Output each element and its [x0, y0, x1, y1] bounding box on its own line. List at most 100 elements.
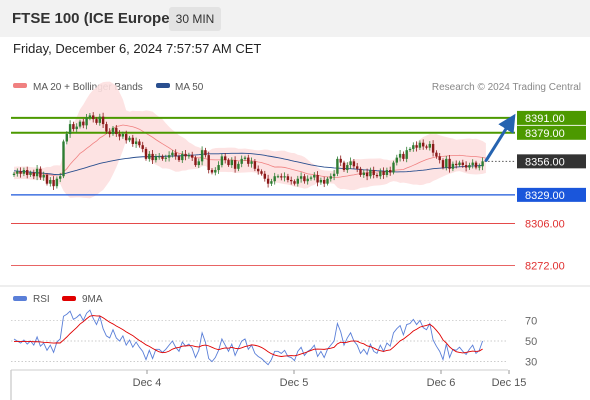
candle-body [224, 156, 227, 161]
candle-body [441, 160, 445, 168]
candle-body [352, 161, 356, 167]
candle-body [270, 181, 273, 184]
projection-arrow [484, 113, 516, 163]
rsi-line [13, 309, 484, 366]
candle-body [379, 171, 382, 177]
candle-body [468, 165, 471, 168]
candle-body [369, 170, 372, 177]
ma50-legend-swatch [156, 83, 170, 88]
candle-body [35, 168, 39, 177]
candle-body [247, 157, 250, 164]
candle-body [111, 127, 115, 135]
candle-body [299, 176, 303, 179]
candle-body [128, 137, 131, 141]
candle-body [88, 115, 92, 118]
candle-body [481, 161, 484, 167]
candle-body [131, 137, 134, 144]
candle-body [240, 158, 243, 164]
candle-body [402, 153, 405, 159]
candle-body [280, 176, 283, 178]
candle-body [359, 168, 362, 175]
candle-body [158, 156, 161, 158]
candle-body [65, 134, 68, 142]
candle-body [22, 170, 26, 174]
candle-body [16, 171, 19, 174]
chart-legend: MA 20 + Bollinger Bands MA 50 Research ©… [13, 82, 581, 93]
candle-body [45, 175, 49, 184]
candle-body [214, 170, 217, 173]
support-label-bg [517, 187, 586, 202]
candle-body [296, 178, 299, 184]
price-level-layer [11, 116, 515, 267]
research-credit: Research © 2024 Trading Central [432, 82, 581, 93]
candle-body [49, 179, 52, 184]
candle-body [125, 134, 128, 141]
candle-body [26, 170, 29, 175]
candle-body [451, 163, 455, 169]
candle-body [121, 134, 125, 137]
header-bar: FTSE 100 (ICE Europe) 30 MIN [0, 0, 590, 37]
current-price-label: 8356.00 [525, 156, 565, 168]
candle-body [323, 179, 326, 184]
candle-body [237, 163, 240, 169]
resistance-label: 8391.00 [525, 113, 565, 125]
candle-body [257, 168, 260, 172]
candle-body [408, 148, 412, 151]
candle-body [62, 141, 65, 177]
resistance-label-bg [517, 125, 586, 140]
candle-body [326, 178, 329, 184]
candle-body [382, 171, 385, 175]
ma50-line [13, 152, 483, 176]
resistance-label: 8379.00 [525, 128, 565, 140]
timeframe-badge[interactable]: 30 MIN [169, 7, 221, 31]
candle-body [372, 170, 375, 175]
candle-body [319, 179, 323, 183]
x-axis: Dec 4 Dec 5 Dec 6 Dec 15 [10, 369, 526, 400]
candle-body [263, 173, 266, 179]
candle-body [68, 124, 72, 135]
candle-body [148, 153, 151, 159]
candle-body [276, 176, 280, 178]
candle-body [78, 121, 82, 127]
candle-body [32, 172, 35, 177]
candle-body [428, 143, 431, 148]
candle-body [445, 158, 448, 168]
candle-body [431, 143, 435, 153]
candle-body [197, 161, 200, 166]
rsi-legend-swatch [13, 296, 27, 301]
candle-body [375, 175, 379, 177]
candle-body [98, 116, 101, 123]
candle-body [101, 116, 105, 125]
candle-body [200, 150, 204, 162]
candle-body [478, 166, 481, 168]
candle-body [105, 124, 108, 132]
chart-datetime: Friday, December 6, 2024 7:57:57 AM CET [13, 41, 262, 56]
price-level-labels: 8391.00 8379.00 8356.00 8329.00 8306.00 8272.… [517, 110, 586, 273]
candle-body [233, 160, 237, 169]
candle-body [151, 153, 154, 161]
candlestick-layer [12, 112, 484, 191]
rsi-legend: RSI 9MA [13, 294, 103, 305]
candle-body [177, 156, 181, 161]
candle-body [82, 121, 85, 126]
candle-body [12, 173, 16, 175]
projection-layer [484, 113, 516, 163]
candle-body [207, 155, 210, 171]
candle-body [52, 179, 55, 187]
candle-body [365, 172, 369, 177]
candle-body [306, 178, 309, 182]
candle-body [181, 153, 184, 161]
candle-body [19, 171, 22, 174]
candle-body [250, 161, 253, 164]
rsi-ma-legend-swatch [62, 296, 76, 301]
candle-body [260, 171, 263, 174]
rsi-ma-legend-label: 9MA [82, 294, 103, 305]
candle-body [230, 160, 233, 166]
candle-body [474, 162, 478, 168]
candle-body [385, 170, 389, 175]
rsi-level-label: 50 [525, 336, 537, 348]
candle-body [55, 178, 59, 187]
chart-title: FTSE 100 (ICE Europe) [12, 10, 175, 27]
candle-body [174, 152, 177, 157]
candle-body [425, 146, 428, 148]
